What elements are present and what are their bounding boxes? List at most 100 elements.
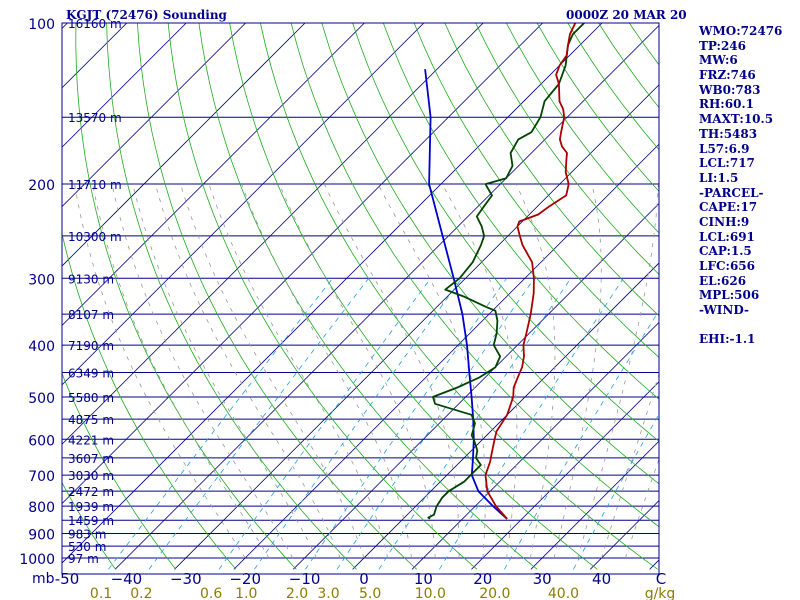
pressure-label: 800 [28, 500, 55, 516]
isotherm-line [62, 23, 365, 326]
pressure-label: 500 [28, 391, 55, 407]
height-label: 9130 m [68, 272, 114, 286]
mixing-ratio-line [573, 413, 659, 570]
mixing-ratio-line [439, 278, 624, 570]
isotherm-line [292, 203, 659, 570]
stat-line [699, 318, 782, 333]
height-label: 1939 m [68, 500, 114, 514]
pressure-unit-label: mb [32, 571, 55, 587]
pressure-label: 400 [28, 339, 55, 355]
isotherm-line [411, 321, 659, 570]
stat-line: MW:6 [699, 53, 738, 68]
dry-adiabat [444, 23, 659, 317]
dry-adiabat [382, 23, 659, 400]
mixing-ratio-line [336, 278, 535, 570]
isotherm-line [62, 23, 484, 445]
dry-adiabat [62, 372, 177, 570]
pressure-label: 200 [28, 178, 55, 194]
stat-line: MAXT:10.5 [699, 112, 774, 127]
height-label: 3030 m [68, 469, 114, 483]
mixing-ratio-line [504, 309, 659, 570]
isotherm-line [62, 23, 425, 386]
moist-adiabat [601, 372, 659, 559]
moist-adiabat [180, 183, 365, 559]
dry-adiabat [198, 23, 538, 570]
temperature-tick-label: −30 [170, 570, 202, 588]
mixing-ratio-tick-label: g/kg [645, 586, 676, 600]
mixing-ratio-tick-label: 0.2 [130, 586, 152, 600]
moist-adiabat [74, 184, 246, 559]
pressure-label: 700 [28, 469, 55, 485]
mixing-ratio-tick-label: 3.0 [317, 586, 339, 600]
dry-adiabat [136, 23, 417, 570]
chart-title-time: 0000Z 20 MAR 20 [566, 8, 687, 22]
stat-line: EL:626 [699, 273, 747, 288]
height-label: 10300 m [68, 230, 122, 244]
temperature-tick-label: C [656, 570, 666, 588]
height-label: 1459 m [68, 514, 114, 528]
pressure-label: 100 [28, 17, 55, 33]
temperature-tick-label: −10 [289, 570, 321, 588]
pressure-label: 300 [28, 272, 55, 288]
height-label: 13570 m [68, 111, 122, 125]
mixing-ratio-tick-label: 5.0 [359, 586, 381, 600]
isotherm-line [62, 23, 187, 148]
dry-adiabat [167, 23, 478, 570]
temperature-tick-label: 20 [473, 570, 492, 588]
stat-line: MPL:506 [699, 288, 760, 303]
mixing-ratio-line [108, 278, 333, 570]
temperature-trace [484, 23, 577, 520]
stat-line: CAPE:17 [699, 200, 758, 215]
height-label: 97 m [68, 552, 99, 566]
height-label: 5580 m [68, 391, 114, 405]
moist-adiabat [111, 184, 294, 559]
height-label: 16160 m [68, 17, 122, 31]
mixing-ratio-tick-label: 2.0 [286, 586, 308, 600]
pressure-label: 900 [28, 528, 55, 544]
dry-adiabat [475, 23, 659, 275]
height-label: 2472 m [68, 485, 114, 499]
moist-adiabat [132, 184, 317, 559]
mixing-ratio-tick-label: 0.6 [200, 586, 222, 600]
dry-adiabat [229, 23, 598, 570]
isotherm-line [174, 84, 659, 570]
stat-line: LCL:717 [699, 156, 755, 171]
isotherm-line [233, 143, 659, 570]
parcel-trace [424, 69, 508, 520]
stat-line: TH:5483 [699, 126, 758, 141]
dry-adiabat [62, 481, 116, 570]
height-label: 7190 m [68, 339, 114, 353]
isotherm-line [62, 23, 603, 564]
dry-adiabat [793, 0, 800, 569]
isotherm-line [62, 23, 306, 267]
stat-line: LI:1.5 [699, 170, 739, 185]
stat-line: WB0:783 [699, 82, 761, 97]
dry-adiabat [75, 23, 297, 570]
height-label: 11710 m [68, 178, 122, 192]
pressure-label: 1000 [19, 552, 55, 568]
moist-adiabat [324, 183, 460, 558]
temperature-tick-label: −40 [111, 570, 143, 588]
height-label: 8107 m [68, 308, 114, 322]
height-label: 4221 m [68, 433, 114, 447]
height-label: 530 m [68, 540, 106, 554]
stat-line: TP:246 [699, 38, 747, 53]
temperature-tick-label: -50 [55, 570, 80, 588]
moist-adiabat [553, 184, 602, 559]
mixing-ratio-line [148, 278, 370, 570]
moist-adiabat [577, 184, 659, 559]
moist-adiabat [279, 183, 436, 559]
dry-adiabat [352, 23, 659, 442]
mixing-ratio-tick-label: 1.0 [235, 586, 257, 600]
isotherm-line [352, 262, 659, 570]
stat-line: WMO:72476 [699, 24, 783, 38]
mixing-ratio-tick-label: 0.1 [90, 586, 112, 600]
pressure-label: 600 [28, 433, 55, 449]
chart-title-station: KGJT (72476) Sounding [66, 8, 227, 22]
dry-adiabat [259, 23, 658, 570]
height-label: 4875 m [68, 413, 114, 427]
temperature-tick-label: 40 [592, 570, 611, 588]
stat-line: RH:60.1 [699, 97, 754, 112]
moist-adiabat [155, 183, 341, 559]
